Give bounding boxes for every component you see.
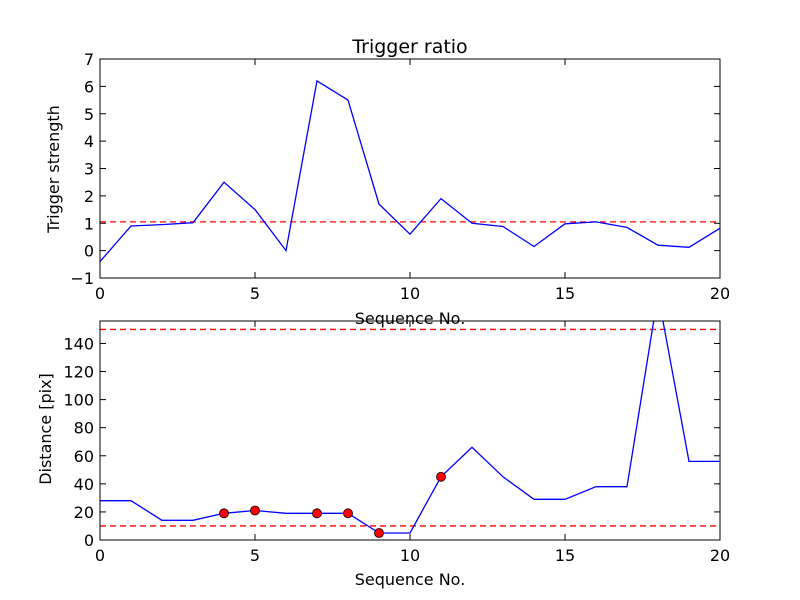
bottom-x-tick-label: 10 [400,546,420,565]
top-y-tick-label: 5 [84,105,94,124]
bottom-plot-content [100,321,720,534]
top-plot-content [100,79,720,263]
bottom-plot-area [100,321,720,540]
top-x-tick-label: 20 [710,284,730,303]
top-x-tick-label: 10 [400,284,420,303]
top-y-tick-label: −1 [70,269,94,288]
bottom-data-marker [374,528,384,538]
top-x-axis-title: Sequence No. [355,309,466,328]
bottom-x-tick-label: 5 [250,546,260,565]
bottom-y-tick-label: 40 [74,475,94,494]
bottom-x-tick-label: 0 [95,546,105,565]
bottom-data-marker [436,471,446,482]
chart-title: Trigger ratio [351,36,467,58]
bottom-data-marker [312,508,322,519]
top-y-tick-label: 4 [84,132,94,151]
top-y-axis-title: Trigger strength [44,105,63,234]
bottom-data-marker [219,508,229,519]
top-data-series-line [100,79,720,263]
top-plot-area [100,59,720,278]
top-y-tick-label: 3 [84,160,94,179]
bottom-y-tick-label: 60 [74,447,94,466]
bottom-y-tick-label: 100 [63,391,94,410]
bottom-data-marker [250,505,260,516]
top-x-tick-label: 15 [555,284,575,303]
bottom-x-tick-label: 20 [710,546,730,565]
bottom-y-tick-label: 140 [63,334,94,353]
distance-panel: 0 5 10 15 20 0 20 40 60 80 100 120 140 [63,320,730,565]
bottom-y-tick-label: 80 [74,419,94,438]
bottom-x-tick-label: 15 [555,546,575,565]
top-y-tick-label: 2 [84,187,94,206]
top-y-tick-label: 6 [84,77,94,96]
top-x-tick-label: 0 [95,284,105,303]
top-x-tick-label: 5 [250,284,260,303]
top-y-tick-label: 0 [84,242,94,261]
bottom-x-axis-title: Sequence No. [355,570,466,589]
bottom-y-tick-label: 20 [74,503,94,522]
top-y-tick-label: 7 [84,50,94,69]
bottom-y-tick-label: 0 [84,531,94,550]
top-y-tick-label: 1 [84,214,94,233]
bottom-data-marker [343,508,353,519]
bottom-data-series-line [100,321,720,534]
bottom-y-axis-title: Distance [pix] [36,373,55,485]
bottom-y-tick-label: 120 [63,363,94,382]
